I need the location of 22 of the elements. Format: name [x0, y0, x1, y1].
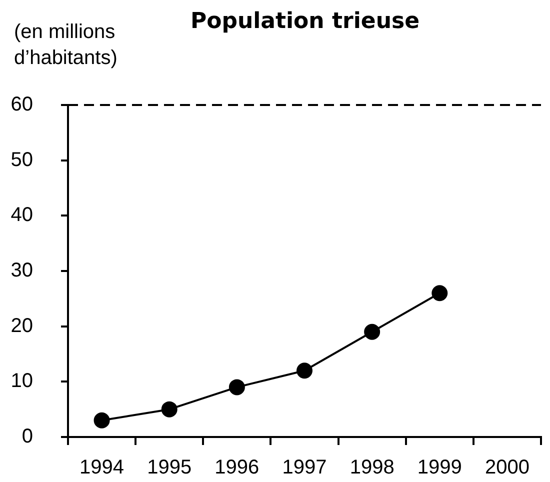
y-tick-label: 60	[10, 94, 33, 116]
point	[432, 285, 448, 302]
x-tick-label: 1996	[214, 456, 260, 479]
point	[364, 324, 380, 340]
x-tick-label: 2000	[484, 456, 530, 479]
x-tick-label: 1997	[282, 456, 327, 479]
x-tick-label: 1998	[350, 456, 394, 479]
y-tick-label: 20	[10, 314, 33, 337]
y-tick-label: 30	[10, 260, 33, 282]
y-tick-label: 50	[10, 148, 33, 171]
y-tick-label: 40	[10, 204, 33, 226]
point	[161, 401, 178, 418]
x-tick-label: 1999	[417, 456, 462, 479]
chart-title: Population trieuse	[189, 9, 421, 34]
point	[228, 379, 245, 396]
y-tick-label: 0	[22, 426, 33, 448]
point	[296, 362, 312, 379]
point	[94, 412, 110, 428]
y-axis-title: (en millions d’habitants)	[14, 20, 118, 71]
x-tick-label: 1995	[147, 456, 192, 479]
y-tick-label: 10	[10, 370, 33, 392]
x-tick-label: 1994	[80, 456, 124, 479]
